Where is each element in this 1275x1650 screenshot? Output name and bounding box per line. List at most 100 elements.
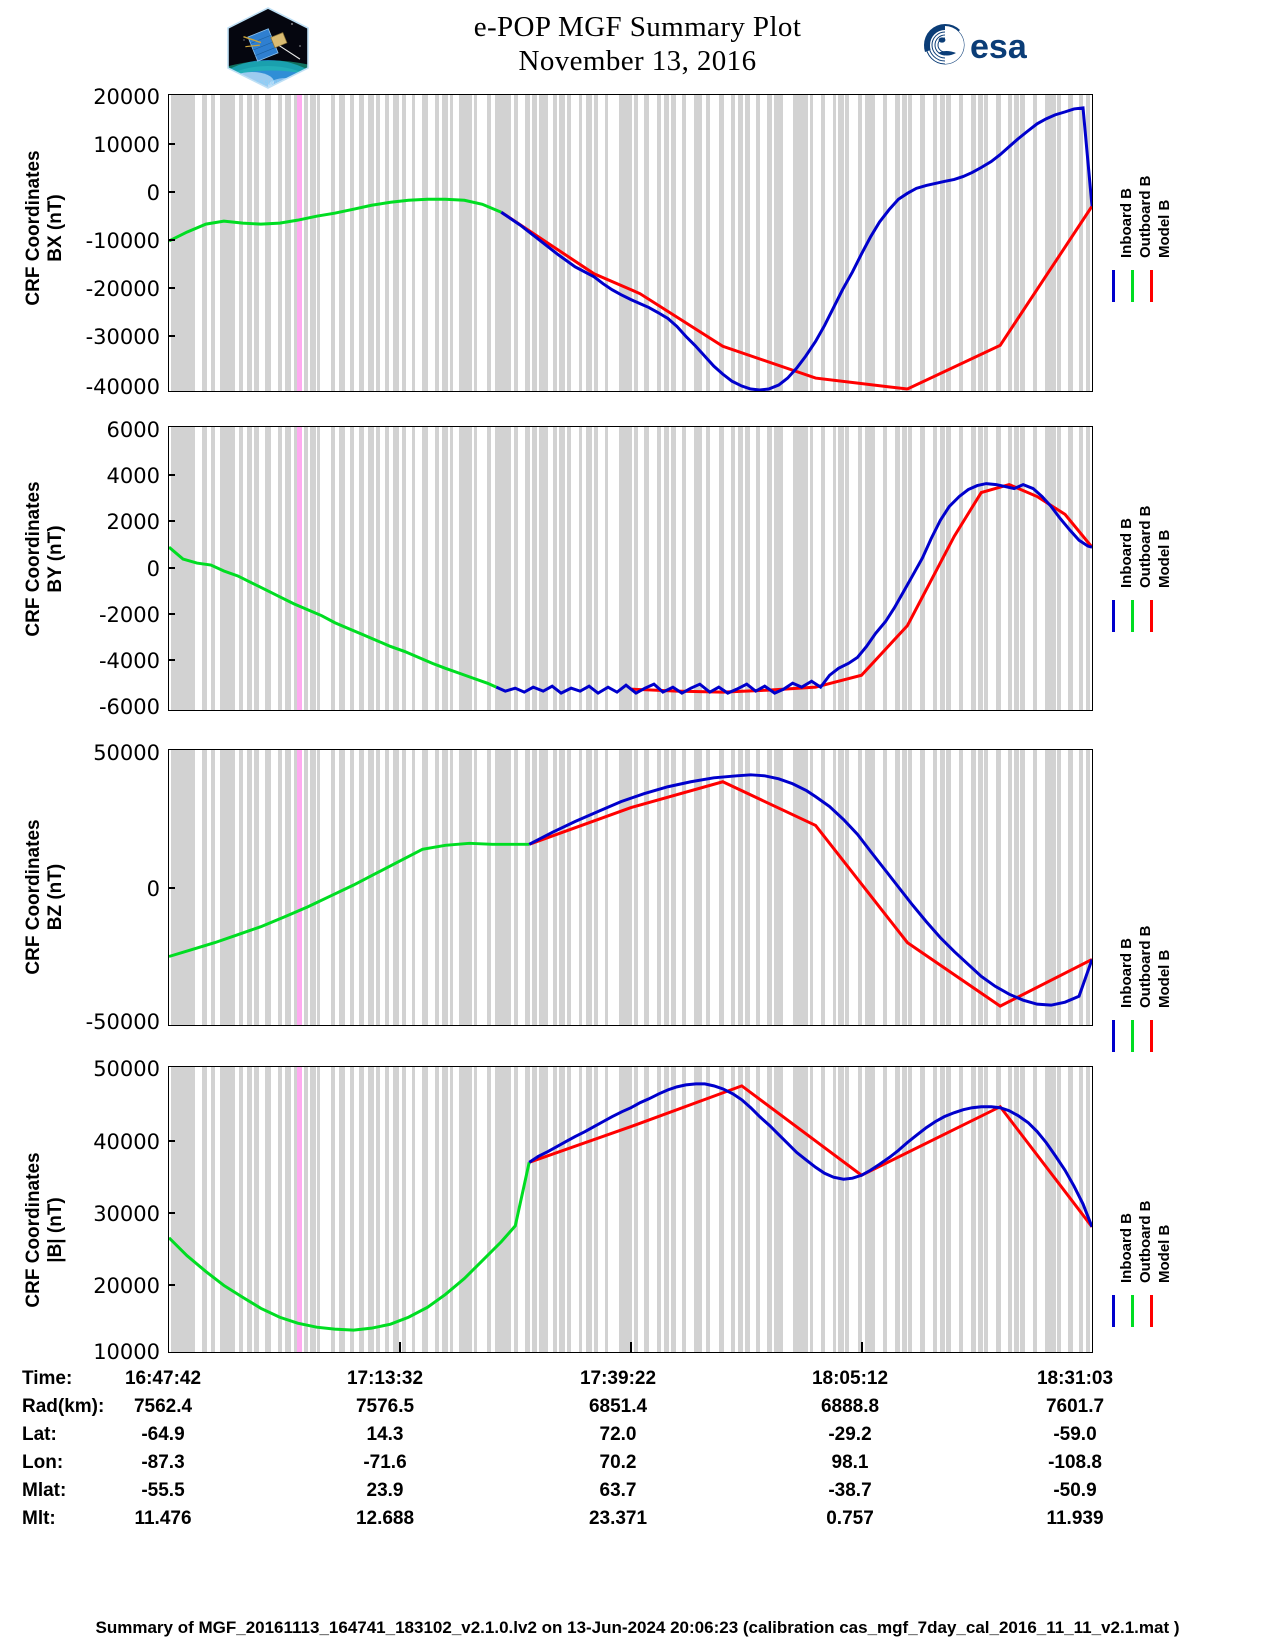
event-bar xyxy=(644,750,649,1025)
table-cell: 23.9 xyxy=(366,1480,404,1501)
event-bar xyxy=(393,95,399,391)
event-bar xyxy=(820,95,826,391)
event-bar-highlight xyxy=(297,1067,303,1352)
table-cell: -64.9 xyxy=(141,1424,185,1445)
event-bar xyxy=(671,750,676,1025)
event-bar xyxy=(338,427,346,710)
ytick-bmag-4: 10000 xyxy=(93,1340,160,1364)
inboard-b-line-bz xyxy=(528,773,1092,1007)
event-bar xyxy=(626,1067,633,1352)
event-bar xyxy=(449,750,454,1025)
xtick-3 xyxy=(861,1342,863,1353)
event-bar xyxy=(338,1067,346,1352)
event-bar xyxy=(393,750,399,1025)
event-bar xyxy=(566,1067,572,1352)
event-bar xyxy=(959,1067,963,1352)
plot-panel-by xyxy=(168,426,1093,711)
event-bar xyxy=(933,750,937,1025)
event-bar xyxy=(946,427,951,710)
event-bar xyxy=(458,750,469,1025)
event-bar xyxy=(310,750,316,1025)
event-bar xyxy=(619,1067,631,1352)
event-bar xyxy=(375,1067,381,1352)
model-b-line-by xyxy=(630,483,1092,694)
event-bar xyxy=(719,427,724,710)
event-bar xyxy=(449,427,454,710)
ytick-bz-1: 0 xyxy=(146,877,160,901)
legend-label: Model B xyxy=(1156,1224,1173,1283)
event-bar xyxy=(644,1067,649,1352)
event-bar xyxy=(832,750,837,1025)
event-bar xyxy=(682,95,686,391)
event-bar xyxy=(539,1067,549,1352)
event-bar xyxy=(566,750,572,1025)
event-bar xyxy=(694,750,703,1025)
ytick-bx-3: -10000 xyxy=(85,229,160,253)
event-bar xyxy=(959,750,963,1025)
event-bar xyxy=(996,750,1001,1025)
ytick-bmag-1: 40000 xyxy=(93,1130,160,1154)
event-bar xyxy=(473,95,478,391)
event-bar xyxy=(504,95,511,391)
event-bar xyxy=(706,1067,710,1352)
ytick-bx-5: -30000 xyxy=(85,325,160,349)
event-bar xyxy=(525,750,530,1025)
ytickmark-by-1 xyxy=(168,474,175,476)
event-bar xyxy=(1086,1067,1091,1352)
event-bar xyxy=(779,427,783,710)
event-bar xyxy=(293,1067,299,1352)
event-bar xyxy=(773,750,780,1025)
outboard-b-line-bz xyxy=(169,841,530,958)
event-bar xyxy=(285,95,291,391)
ytickmark-by-5 xyxy=(168,659,175,661)
event-bar xyxy=(393,427,399,710)
event-bar xyxy=(756,95,760,391)
event-bar xyxy=(820,1067,826,1352)
event-bar xyxy=(737,427,744,710)
event-bar xyxy=(330,1067,336,1352)
legend-label: Model B xyxy=(1156,949,1173,1008)
event-bar xyxy=(411,95,416,391)
legend-swatch xyxy=(1131,1020,1134,1052)
table-cell: 11.476 xyxy=(134,1508,192,1529)
event-bar xyxy=(820,427,826,710)
event-bar xyxy=(359,427,364,710)
ytick-bx-2: 0 xyxy=(146,181,160,205)
event-bar xyxy=(779,750,783,1025)
event-bar xyxy=(264,750,272,1025)
event-bar xyxy=(293,95,299,391)
curve-by xyxy=(169,482,1092,695)
ytick-by-6: -6000 xyxy=(98,695,160,719)
legend-swatch xyxy=(1112,600,1115,632)
table-cell: 0.757 xyxy=(826,1508,874,1529)
event-bar xyxy=(939,750,946,1025)
event-bar xyxy=(663,750,670,1025)
table-cell: 18:05:12 xyxy=(811,1368,889,1389)
event-bar xyxy=(838,750,844,1025)
event-bar xyxy=(895,1067,900,1352)
event-bar xyxy=(578,95,583,391)
event-bar xyxy=(401,95,407,391)
event-bar xyxy=(246,95,253,391)
event-bar xyxy=(531,1067,538,1352)
table-cell: 6851.4 xyxy=(588,1396,648,1417)
event-bar xyxy=(586,1067,592,1352)
table-row: Rad(km): 7562.4 7576.5 6851.4 6888.8 7601.7 xyxy=(0,1396,1275,1424)
ytick-by-1: 4000 xyxy=(106,464,160,488)
event-bar xyxy=(1044,427,1050,710)
table-row: Mlt: 11.476 12.688 23.371 0.757 11.939 xyxy=(0,1508,1275,1536)
legend-label: Outboard B xyxy=(1137,175,1154,259)
event-bar xyxy=(310,95,316,391)
event-bar xyxy=(809,750,814,1025)
event-bar xyxy=(984,1067,988,1352)
table-row-label: Rad(km): xyxy=(22,1396,105,1417)
event-bar xyxy=(486,95,492,391)
ytickmark-bmag-3 xyxy=(168,1284,175,1286)
ytickmark-bmag-2 xyxy=(168,1212,175,1214)
event-bar xyxy=(801,427,807,710)
event-bar xyxy=(744,427,750,710)
event-bar xyxy=(559,427,565,710)
event-bar xyxy=(719,750,724,1025)
event-bar xyxy=(933,95,937,391)
event-bar xyxy=(682,427,686,710)
